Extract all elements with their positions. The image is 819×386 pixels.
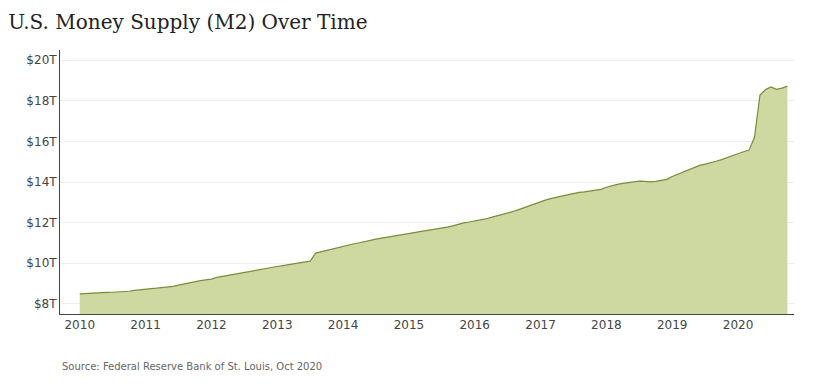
svg-text:$12T: $12T <box>26 216 57 230</box>
svg-text:U.S. Money Supply (M2) Over Ti: U.S. Money Supply (M2) Over Time <box>8 10 367 34</box>
svg-text:2020: 2020 <box>723 318 754 332</box>
svg-text:$8T: $8T <box>34 297 57 311</box>
svg-text:2010: 2010 <box>64 318 95 332</box>
svg-text:$10T: $10T <box>26 256 57 270</box>
svg-text:$16T: $16T <box>26 135 57 149</box>
svg-text:2016: 2016 <box>459 318 490 332</box>
svg-text:2014: 2014 <box>328 318 359 332</box>
svg-text:2017: 2017 <box>525 318 556 332</box>
svg-text:2012: 2012 <box>196 318 227 332</box>
svg-text:$18T: $18T <box>26 94 57 108</box>
svg-text:Source: Federal Reserve Bank o: Source: Federal Reserve Bank of St. Loui… <box>62 361 322 372</box>
svg-text:2019: 2019 <box>657 318 688 332</box>
svg-text:2018: 2018 <box>591 318 622 332</box>
svg-text:2011: 2011 <box>130 318 161 332</box>
svg-text:2013: 2013 <box>262 318 293 332</box>
svg-text:2015: 2015 <box>394 318 425 332</box>
svg-text:$20T: $20T <box>26 53 57 67</box>
svg-text:$14T: $14T <box>26 175 57 189</box>
